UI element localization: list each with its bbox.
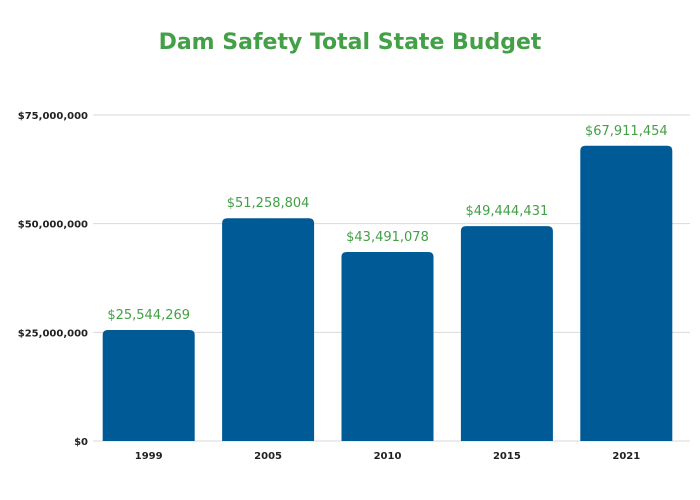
data-label: $67,911,454 [585, 124, 668, 139]
bar [460, 226, 553, 441]
bar [341, 251, 434, 441]
chart-title: Dam Safety Total State Budget [158, 30, 542, 55]
x-tick-label: 2005 [254, 451, 282, 462]
bar [222, 218, 315, 441]
x-tick-label: 1999 [135, 451, 163, 462]
data-label: $43,491,078 [346, 230, 429, 245]
bar [102, 329, 195, 441]
y-tick-label: $0 [74, 437, 88, 448]
data-label: $25,544,269 [107, 308, 190, 323]
x-tick-label: 2010 [374, 451, 402, 462]
data-label: $51,258,804 [227, 196, 310, 211]
data-label: $49,444,431 [466, 204, 549, 219]
x-tick-label: 2015 [493, 451, 521, 462]
bar [580, 145, 673, 441]
y-tick-label: $25,000,000 [18, 328, 88, 339]
x-tick-label: 2021 [612, 451, 640, 462]
y-tick-label: $75,000,000 [18, 111, 88, 122]
y-tick-label: $50,000,000 [18, 220, 88, 231]
